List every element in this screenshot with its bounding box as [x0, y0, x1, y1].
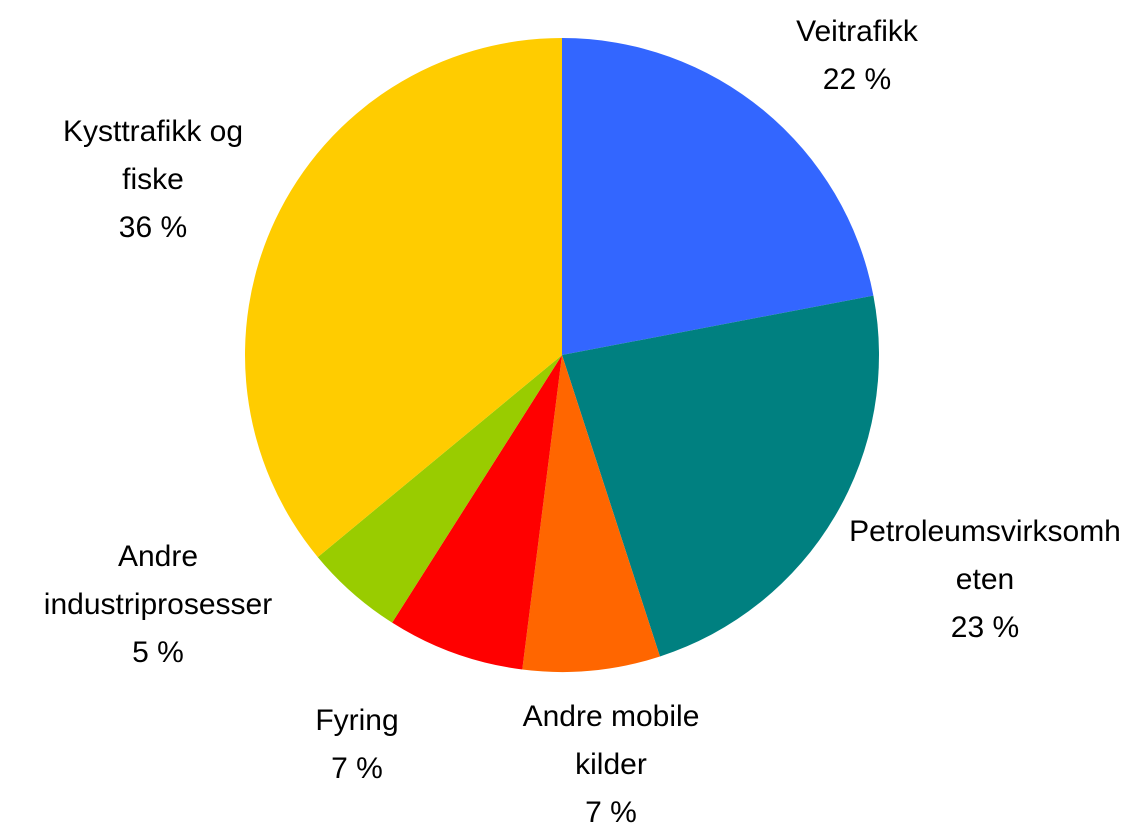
- slice-label: Veitrafikk 22 %: [757, 8, 957, 104]
- slice-label: Kysttrafikk og fiske 36 %: [33, 108, 273, 252]
- value-label: 22 %: [822, 63, 892, 96]
- value-label: 36 %: [118, 211, 188, 244]
- category-label: Veitrafikk: [796, 15, 918, 48]
- value-label: 7 %: [331, 752, 383, 785]
- value-label: 5 %: [132, 636, 184, 669]
- category-label: Kysttrafikk og fiske: [62, 115, 244, 196]
- pie-slice: [562, 295, 879, 657]
- value-label: 23 %: [950, 611, 1020, 644]
- pie-slice: [245, 38, 562, 558]
- slice-label: Andre industriprosesser 5 %: [8, 533, 308, 677]
- pie-slice: [317, 355, 562, 623]
- slice-label: Andre mobile kilder 7 %: [499, 693, 724, 827]
- slice-label: Fyring 7 %: [277, 697, 437, 793]
- slice-label: Petroleumsvirksomheten 23 %: [843, 508, 1128, 652]
- category-label: Petroleumsvirksomheten: [849, 515, 1121, 596]
- category-label: Andre mobile kilder: [522, 700, 700, 781]
- category-label: Andre industriprosesser: [43, 540, 273, 621]
- pie-slice: [562, 38, 874, 355]
- category-label: Fyring: [315, 704, 399, 737]
- value-label: 7 %: [585, 796, 637, 827]
- pie-slice: [392, 355, 562, 670]
- pie-slice: [522, 355, 660, 672]
